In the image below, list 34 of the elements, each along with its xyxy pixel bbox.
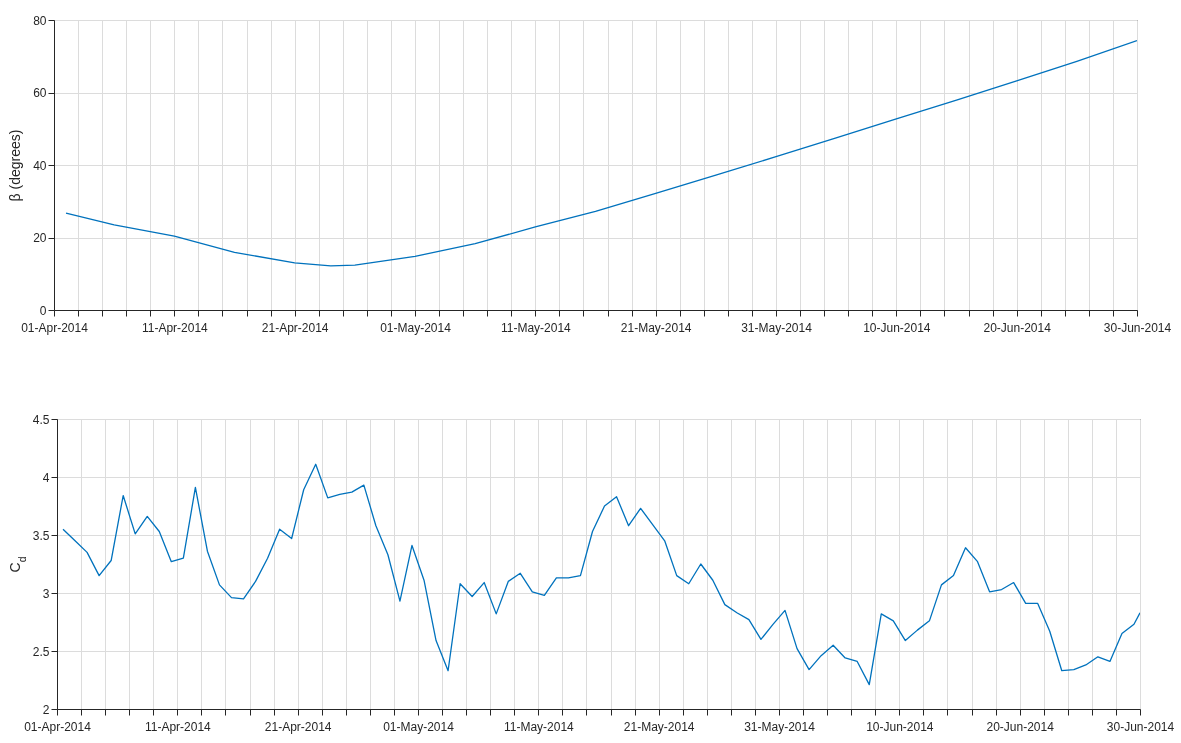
x-tick-label: 21-May-2014 xyxy=(620,320,692,335)
y-tick-label: 3.5 xyxy=(32,528,50,543)
x-tick-label: 01-May-2014 xyxy=(380,320,452,335)
x-tick-label: 20-Jun-2014 xyxy=(986,719,1055,734)
x-tick-label: 30-Jun-2014 xyxy=(1103,320,1172,335)
x-tick-label: 21-Apr-2014 xyxy=(264,719,332,734)
y-tick-label: 60 xyxy=(33,86,47,100)
x-tick-label: 21-Apr-2014 xyxy=(261,320,329,335)
x-tick-label: 20-Jun-2014 xyxy=(983,320,1052,335)
x-tick-label: 31-May-2014 xyxy=(741,320,813,335)
y-tick-label: 2.5 xyxy=(32,644,50,659)
x-tick-label: 21-May-2014 xyxy=(623,719,695,734)
y-axis-title: β (degrees) xyxy=(7,129,24,202)
y-tick-label: 0 xyxy=(39,303,47,318)
y-tick-label: 40 xyxy=(33,158,47,173)
y-tick-label: 80 xyxy=(33,13,47,28)
x-tick-label: 01-May-2014 xyxy=(383,719,455,734)
x-tick-label: 11-May-2014 xyxy=(503,719,575,734)
x-tick-label: 31-May-2014 xyxy=(744,719,816,734)
y-tick-label: 2 xyxy=(42,702,50,717)
x-tick-label: 10-Jun-2014 xyxy=(866,719,934,734)
x-tick-label: 01-Apr-2014 xyxy=(24,719,92,734)
y-tick-label: 3 xyxy=(42,586,50,601)
x-tick-label: 11-Apr-2014 xyxy=(144,719,212,734)
line-series xyxy=(62,463,1140,686)
x-tick-label: 11-Apr-2014 xyxy=(141,320,209,335)
y-tick-label: 20 xyxy=(33,231,47,245)
y-tick-label: 4 xyxy=(42,470,50,485)
x-tick-label: 30-Jun-2014 xyxy=(1106,719,1175,734)
line-series xyxy=(65,40,1137,267)
x-tick-label: 10-Jun-2014 xyxy=(863,320,931,335)
x-tick-label: 01-Apr-2014 xyxy=(21,320,89,335)
x-tick-label: 11-May-2014 xyxy=(500,320,572,335)
y-tick-label: 4.5 xyxy=(32,412,50,427)
